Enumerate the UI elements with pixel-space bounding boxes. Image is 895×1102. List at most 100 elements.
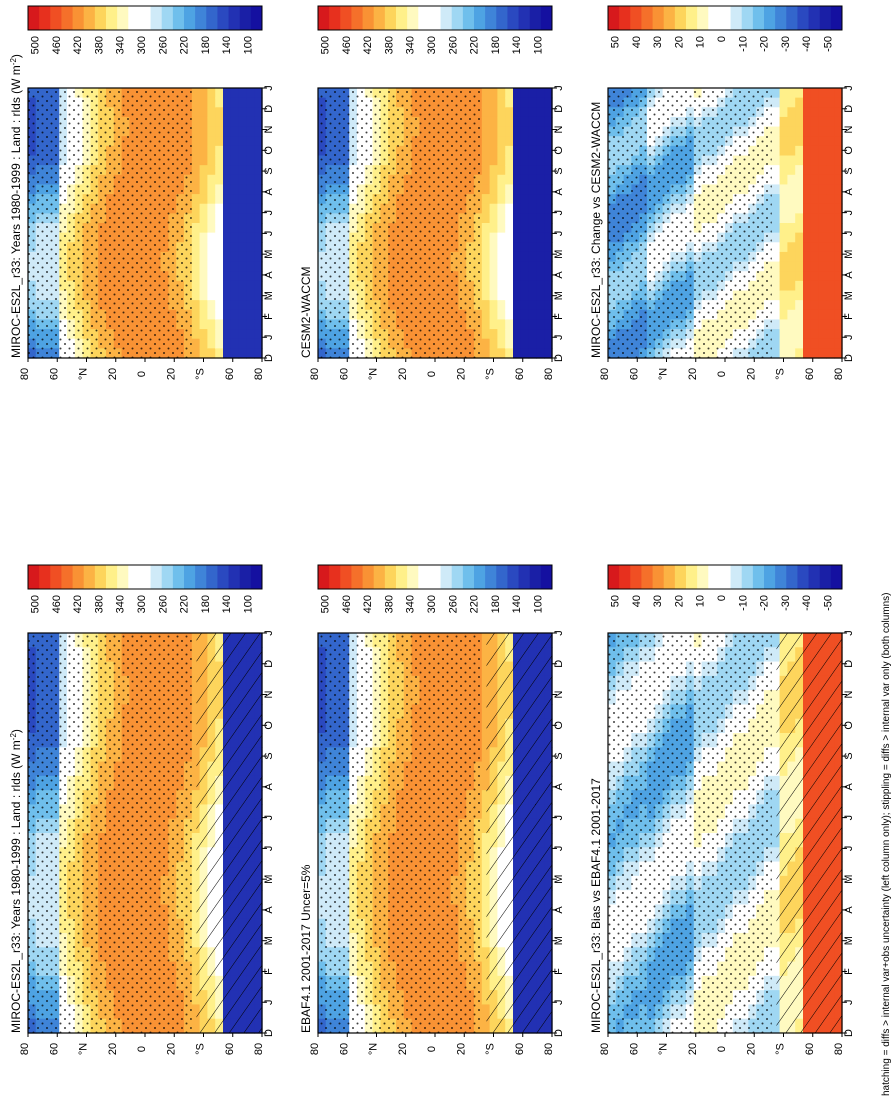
heatmap-cell xyxy=(254,319,263,330)
heatmap-cell xyxy=(520,116,530,128)
heatmap-cell xyxy=(230,126,240,137)
heatmap-cell xyxy=(215,232,224,243)
lat-tick-label: °S xyxy=(485,368,497,380)
heatmap-cell xyxy=(191,97,201,108)
heatmap-cell xyxy=(520,194,530,205)
heatmap-cell xyxy=(497,329,506,340)
heatmap-cell xyxy=(230,242,240,253)
heatmap-cell xyxy=(481,1004,491,1020)
heatmap-cell xyxy=(238,184,247,195)
month-tick-label: J xyxy=(843,815,855,821)
heatmap-cell xyxy=(520,107,530,118)
month-tick-label: J xyxy=(263,85,275,91)
heatmap-cell xyxy=(230,338,240,349)
heatmap-cell xyxy=(481,775,491,791)
heatmap-cell xyxy=(536,107,545,118)
heatmap-cell xyxy=(223,203,232,214)
lat-tick-label: 60 xyxy=(804,1043,816,1055)
heatmap-cell xyxy=(489,232,498,243)
heatmap-cell xyxy=(230,194,240,205)
heatmap-cell xyxy=(223,155,232,166)
heatmap-cell xyxy=(505,165,514,176)
heatmap-cell xyxy=(520,136,530,147)
heatmap-cell xyxy=(254,232,263,243)
heatmap-cell xyxy=(230,165,240,176)
heatmap-cell xyxy=(505,300,514,311)
heatmap-cell xyxy=(238,232,247,243)
heatmap-cell xyxy=(191,818,201,834)
heatmap-cell xyxy=(207,348,216,359)
heatmap-cell xyxy=(489,329,498,340)
heatmap-cell xyxy=(230,309,240,321)
heatmap-cell xyxy=(215,300,224,311)
heatmap-cell xyxy=(771,718,781,734)
heatmap-cell xyxy=(191,290,201,301)
heatmap-cell xyxy=(191,990,201,1006)
heatmap-cell xyxy=(191,861,201,877)
heatmap-cell xyxy=(544,194,553,205)
heatmap-cell xyxy=(481,733,491,748)
hatching-overlay xyxy=(196,633,262,1033)
heatmap-cell xyxy=(207,290,216,301)
heatmap-cell xyxy=(544,174,553,186)
heatmap-cell xyxy=(481,661,491,677)
heatmap-cell xyxy=(520,223,530,234)
heatmap-cell xyxy=(207,251,216,263)
heatmap-cell xyxy=(497,338,506,349)
month-tick-label: O xyxy=(553,721,565,730)
heatmap-cell xyxy=(223,261,232,272)
month-tick-label: A xyxy=(553,906,565,914)
heatmap-cell xyxy=(536,300,545,311)
heatmap-cell xyxy=(254,97,263,108)
heatmap-cell xyxy=(497,261,506,272)
heatmap-cell xyxy=(528,300,537,311)
heatmap-cell xyxy=(254,126,263,137)
heatmap-cell xyxy=(191,165,201,176)
stippling-overlay xyxy=(28,633,192,1033)
heatmap-cell xyxy=(230,97,240,108)
heatmap-cell xyxy=(505,174,514,186)
month-tick-label: O xyxy=(843,721,855,730)
heatmap-cell xyxy=(771,818,781,834)
heatmap-cell xyxy=(505,309,514,321)
heatmap-cell xyxy=(771,861,781,877)
month-tick-label: D xyxy=(553,354,565,362)
heatmap-cell xyxy=(207,145,216,157)
heatmap-cell xyxy=(207,338,216,349)
heatmap-cell xyxy=(223,300,232,311)
panel-title: CESM2-WACCM xyxy=(299,266,313,358)
heatmap-cell xyxy=(481,261,491,272)
heatmap-cell xyxy=(520,338,530,349)
lat-tick-label: 60 xyxy=(48,368,60,380)
heatmap-cell xyxy=(497,232,506,243)
heatmap-cell xyxy=(238,271,247,282)
heatmap-cell xyxy=(223,194,232,205)
heatmap-cell xyxy=(544,165,553,176)
heatmap-cell xyxy=(536,97,545,108)
heatmap-cell xyxy=(497,242,506,253)
heatmap-cell xyxy=(513,261,522,272)
heatmap-cell xyxy=(199,203,208,214)
lat-tick-label: 20 xyxy=(397,368,409,380)
heatmap-cell xyxy=(246,174,255,186)
lat-tick-label: 80 xyxy=(543,1043,555,1055)
heatmap-cell xyxy=(215,338,224,349)
month-tick-label: D xyxy=(553,1029,565,1037)
heatmap-cell xyxy=(489,271,498,282)
heatmap-cell xyxy=(223,329,232,340)
heatmap-cell xyxy=(199,329,208,340)
heatmap-cell xyxy=(771,990,781,1006)
lat-tick-label: 60 xyxy=(224,368,236,380)
lat-tick-label: °S xyxy=(195,368,207,380)
heatmap-cell xyxy=(513,251,522,263)
heatmap-cell xyxy=(191,904,201,920)
stippling-overlay xyxy=(28,88,192,358)
lat-tick-label: °N xyxy=(78,368,90,380)
heatmap-cell xyxy=(536,174,545,186)
heatmap-cell xyxy=(481,155,491,166)
heatmap-cell xyxy=(481,174,491,186)
heatmap-cell xyxy=(505,329,514,340)
heatmap-cell xyxy=(505,136,514,147)
heatmap-cell xyxy=(505,155,514,166)
